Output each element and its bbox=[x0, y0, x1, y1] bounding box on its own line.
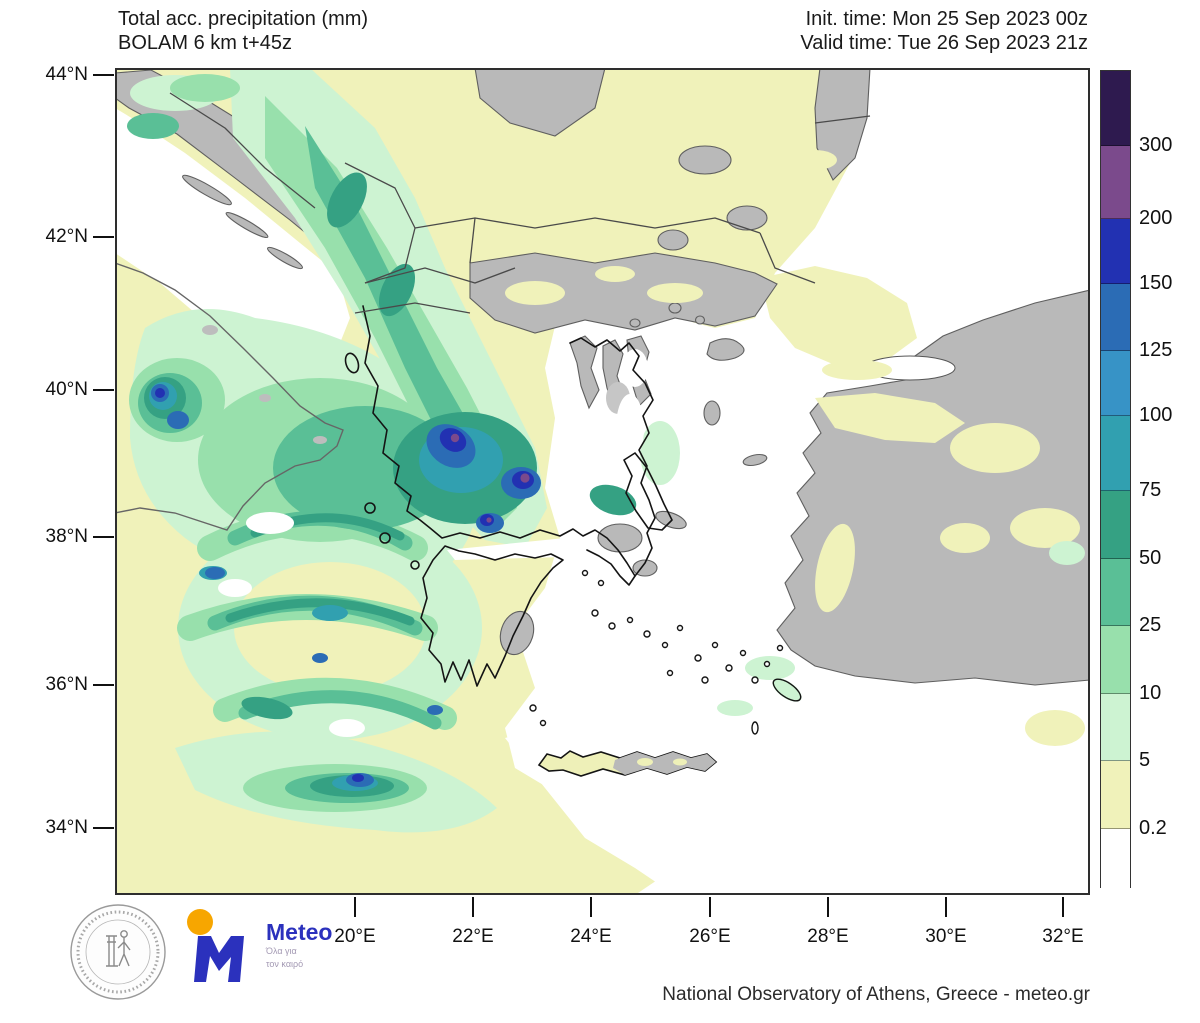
lon-tick bbox=[827, 897, 829, 917]
colorbar-band bbox=[1101, 351, 1130, 416]
map-title: Total acc. precipitation (mm) bbox=[118, 8, 369, 30]
lon-label: 28°E bbox=[807, 926, 849, 947]
meteo-tagline-line2: τον καιρό bbox=[266, 959, 304, 969]
colorbar-band bbox=[1101, 694, 1130, 761]
colorbar-label: 300 bbox=[1139, 134, 1173, 156]
valid-time: Valid time: Tue 26 Sep 2023 21z bbox=[800, 32, 1088, 54]
colorbar-band bbox=[1101, 761, 1130, 829]
colorbar-band bbox=[1101, 219, 1130, 284]
rhodes-island bbox=[772, 678, 802, 702]
lat-label: 42°N bbox=[45, 226, 88, 247]
lon-tick bbox=[472, 897, 474, 917]
lon-tick bbox=[590, 897, 592, 917]
precip-on-land-patches bbox=[505, 116, 1085, 746]
colorbar-band bbox=[1101, 416, 1130, 491]
italy-gray-spots bbox=[202, 325, 327, 444]
colorbar-band bbox=[1101, 559, 1130, 626]
colorbar-label: 125 bbox=[1139, 339, 1173, 361]
sea-white-layer bbox=[115, 68, 1090, 895]
italy-coast bbox=[115, 262, 344, 531]
colorbar-band bbox=[1101, 284, 1130, 351]
precipitation-map bbox=[115, 68, 1090, 895]
meteo-logo-name: Meteo bbox=[266, 919, 333, 945]
colorbar-label: 25 bbox=[1139, 614, 1162, 636]
lon-tick bbox=[1062, 897, 1064, 917]
lon-label: 26°E bbox=[689, 926, 731, 947]
colorbar-label: 200 bbox=[1139, 207, 1173, 229]
map-border bbox=[115, 68, 1090, 895]
lat-tick bbox=[93, 236, 114, 238]
seal-figure bbox=[106, 930, 131, 967]
lon-tick bbox=[354, 897, 356, 917]
colorbar-label: 0.2 bbox=[1139, 817, 1167, 839]
crete-east-gray bbox=[613, 752, 716, 775]
colorbar-band bbox=[1101, 491, 1130, 559]
colorbar-band bbox=[1101, 829, 1130, 889]
colorbar-label: 5 bbox=[1139, 749, 1151, 771]
colorbar-label: 100 bbox=[1139, 404, 1173, 426]
lat-tick bbox=[93, 74, 114, 76]
lon-label: 22°E bbox=[452, 926, 494, 947]
border-layer bbox=[169, 92, 871, 314]
precip-green-layers bbox=[127, 68, 1085, 833]
lon-label: 20°E bbox=[334, 926, 376, 947]
init-time: Init. time: Mon 25 Sep 2023 00z bbox=[805, 8, 1088, 30]
lat-label: 44°N bbox=[45, 64, 88, 85]
meteo-logo-icon bbox=[187, 909, 244, 982]
colorbar-label: 75 bbox=[1139, 479, 1162, 501]
model-subtitle: BOLAM 6 km t+45z bbox=[118, 32, 292, 54]
lat-tick bbox=[93, 389, 114, 391]
meteo-tagline-line1: Όλα για bbox=[266, 946, 297, 956]
lat-tick bbox=[93, 536, 114, 538]
lat-label: 36°N bbox=[45, 674, 88, 695]
lon-label: 30°E bbox=[925, 926, 967, 947]
attribution-text: National Observatory of Athens, Greece -… bbox=[662, 984, 1090, 1005]
lat-tick bbox=[93, 684, 114, 686]
noa-seal-logo bbox=[62, 896, 174, 1015]
lon-tick bbox=[709, 897, 711, 917]
meteo-logo: Meteo Όλα για τον καιρό bbox=[180, 908, 332, 988]
lon-label: 24°E bbox=[570, 926, 612, 947]
aegean-islands bbox=[529, 569, 784, 735]
colorbar-label: 10 bbox=[1139, 682, 1162, 704]
time-block: Init. time: Mon 25 Sep 2023 00z Valid ti… bbox=[800, 7, 1088, 55]
colorbar-label: 50 bbox=[1139, 547, 1162, 569]
lon-label: 32°E bbox=[1042, 926, 1084, 947]
colorbar-label: 150 bbox=[1139, 272, 1173, 294]
lat-label: 38°N bbox=[45, 526, 88, 547]
map-canvas bbox=[115, 68, 1090, 895]
coastline-layer bbox=[344, 305, 673, 687]
colorbar-band bbox=[1101, 146, 1130, 219]
map-title-block: Total acc. precipitation (mm) BOLAM 6 km… bbox=[118, 7, 368, 55]
lon-tick bbox=[945, 897, 947, 917]
lat-label: 34°N bbox=[45, 817, 88, 838]
precipitation-colorbar bbox=[1100, 70, 1131, 889]
colorbar-band bbox=[1101, 71, 1130, 146]
crete-yellow-patches bbox=[637, 758, 687, 766]
lat-tick bbox=[93, 827, 114, 829]
lat-label: 40°N bbox=[45, 379, 88, 400]
colorbar-band bbox=[1101, 626, 1130, 694]
